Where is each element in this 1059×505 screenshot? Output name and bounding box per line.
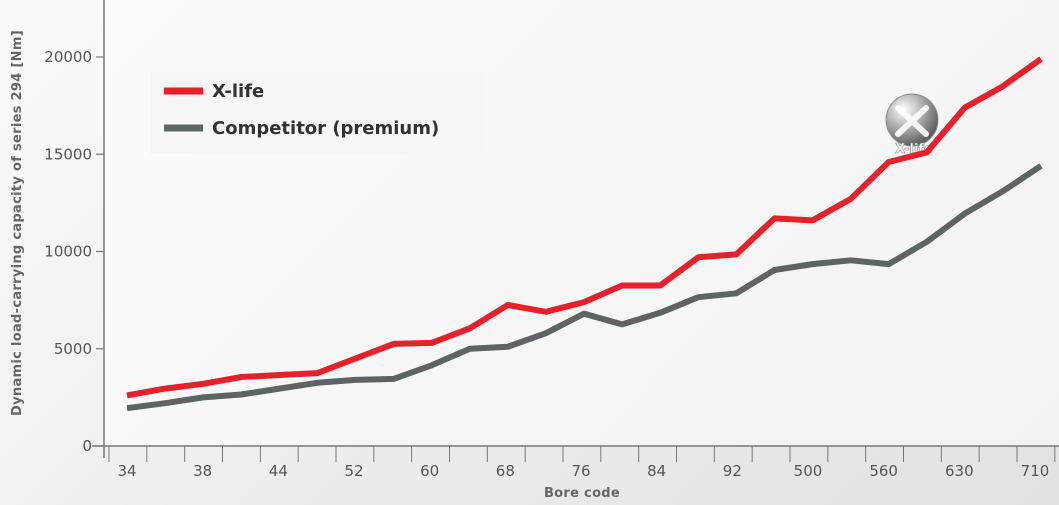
x-axis-title: Bore code	[544, 486, 620, 501]
legend-label-competitor: Competitor (premium)	[212, 118, 439, 139]
x-tick-label: 60	[420, 462, 439, 480]
x-tick-label: 710	[1021, 462, 1050, 480]
series-line-x-life	[126, 56, 1043, 399]
legend-box	[150, 72, 486, 154]
x-tick-label: 44	[269, 462, 288, 480]
x-tick-label: 630	[945, 462, 974, 480]
y-axis-ticks: 0 5000 10000 15000 20000	[44, 48, 104, 455]
legend: X-life Competitor (premium)	[150, 72, 486, 154]
x-tick-label: 560	[869, 462, 898, 480]
y-tick-label: 20000	[44, 48, 92, 66]
series-line-competitor	[126, 163, 1043, 412]
y-tick-label: 5000	[54, 340, 92, 358]
x-tick-label: 84	[647, 462, 666, 480]
x-tick-label: 76	[571, 462, 590, 480]
x-tick-label: 52	[344, 462, 363, 480]
x-tick-label: 34	[117, 462, 136, 480]
legend-label-x-life: X-life	[212, 81, 264, 102]
y-tick-label: 15000	[44, 145, 92, 163]
y-tick-label: 10000	[44, 243, 92, 261]
x-tick-label: 500	[794, 462, 823, 480]
x-axis-ticks: 34 38 44 52 60 68 76 84 92 500 560 630 710	[108, 446, 1056, 480]
x-life-logo: X-life	[885, 93, 939, 157]
y-tick-label: 0	[82, 437, 92, 455]
y-axis-title: Dynamic load-carrying capacity of series…	[10, 30, 25, 416]
series-layer	[126, 56, 1043, 412]
x-tick-label: 68	[496, 462, 515, 480]
x-tick-label: 92	[723, 462, 742, 480]
x-tick-label: 38	[193, 462, 212, 480]
